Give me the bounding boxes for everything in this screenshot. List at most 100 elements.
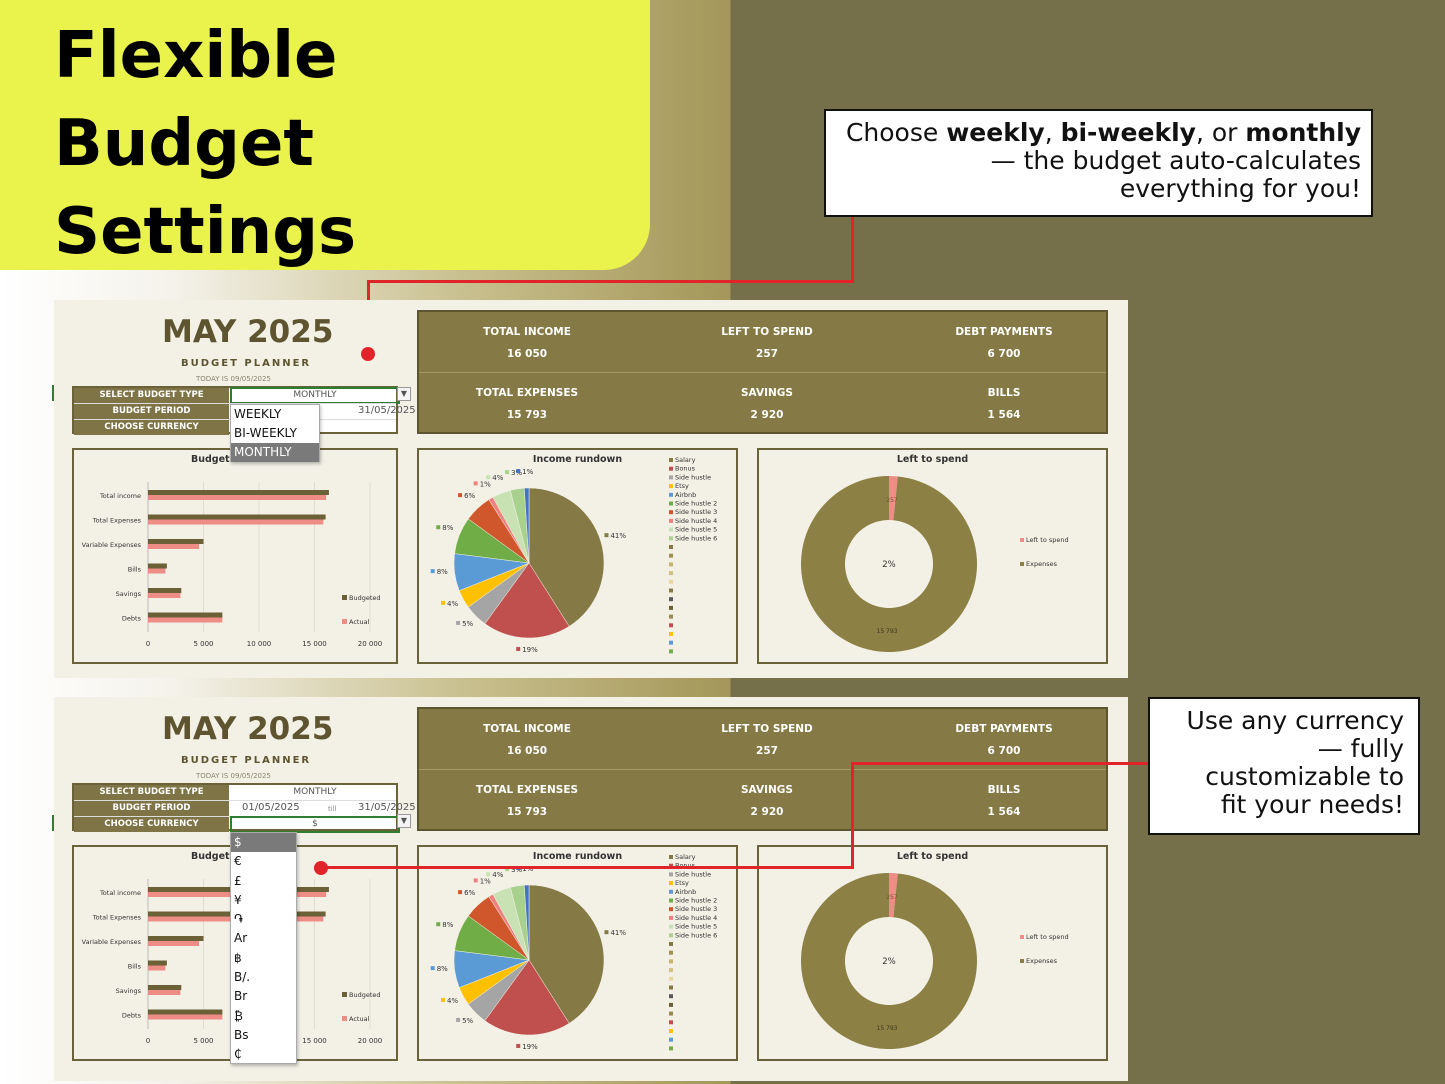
legend-swatch xyxy=(342,992,347,997)
donut-chart-title: Left to spend xyxy=(896,851,969,862)
legend-label: Side hustle 5 xyxy=(675,526,717,534)
legend-swatch xyxy=(669,475,673,480)
currency-dropdown-button[interactable]: ▼ xyxy=(397,814,411,828)
pie-slice xyxy=(524,487,530,564)
currency-dropdown-list[interactable]: $ € £ ¥ ֏ Ar ฿ B/. Br ₿ Bs ₵ xyxy=(230,832,297,1064)
budget-type-cell[interactable]: MONTHLY xyxy=(293,787,337,797)
legend-label: Side hustle 4 xyxy=(675,517,717,525)
bar-budgeted xyxy=(148,985,182,990)
left-to-spend-chart-panel: Left to spend 2% 257 15 793 Left to spend Ex… xyxy=(757,448,1108,664)
budget-type-dropdown-button[interactable]: ▼ xyxy=(397,387,411,401)
period-end-cell[interactable]: 31/05/2025 xyxy=(358,405,416,416)
donut-value-label: 257 xyxy=(886,497,898,504)
connector-line xyxy=(1120,762,1148,765)
legend-swatch xyxy=(669,1011,673,1016)
currency-option[interactable]: $ xyxy=(231,833,296,853)
donut-segment xyxy=(889,476,898,521)
pie-slice-label: 19% xyxy=(522,1043,538,1051)
x-tick-label: 10 000 xyxy=(247,640,272,648)
legend-swatch xyxy=(1020,562,1024,566)
legend-swatch xyxy=(669,510,673,515)
legend-swatch xyxy=(669,976,673,981)
category-label: Bills xyxy=(128,963,142,971)
bar-budgeted xyxy=(148,612,223,618)
currency-option[interactable]: £ xyxy=(234,873,242,888)
left-to-spend-chart-panel: Left to spend 2% 257 15 793 Left to spend Ex… xyxy=(757,845,1108,1061)
pie-slice-label: 8% xyxy=(437,965,448,973)
stat-savings: SAVINGS 2 920 xyxy=(741,784,793,818)
callout-budget-period: Choose weekly, bi-weekly, or monthly — t… xyxy=(824,109,1373,217)
pie-slice xyxy=(528,487,605,627)
category-label: Debts xyxy=(122,615,142,623)
donut-segment xyxy=(801,476,977,652)
pie-label-marker xyxy=(430,966,435,971)
connector-line xyxy=(322,866,854,869)
stat-total-expenses: TOTAL EXPENSES 15 793 xyxy=(475,387,579,421)
bar-chart-title: Budget o xyxy=(191,454,240,465)
bar-budgeted xyxy=(148,588,182,593)
donut-value-label: 15 793 xyxy=(877,1025,898,1032)
dropdown-option-bi-weekly[interactable]: BI-WEEKLY xyxy=(234,426,297,440)
pie-slice-label: 3% xyxy=(511,866,522,874)
legend-label: Left to spend xyxy=(1026,933,1069,941)
budget-type-cell[interactable]: MONTHLY xyxy=(230,387,400,404)
bar-budgeted xyxy=(148,1009,223,1015)
legend-swatch xyxy=(669,553,673,558)
category-label: Total Expenses xyxy=(92,914,142,922)
pie-label-marker xyxy=(430,569,435,574)
legend-swatch xyxy=(669,898,673,903)
donut-segment xyxy=(889,873,898,918)
currency-option[interactable]: ₿ xyxy=(234,1008,243,1023)
currency-cell[interactable]: $ xyxy=(230,816,400,833)
pie-slice-label: 41% xyxy=(610,532,626,540)
stat-bills: BILLS 1 564 xyxy=(987,387,1021,421)
donut-value-label: 257 xyxy=(886,894,898,901)
currency-option[interactable]: ¥ xyxy=(234,892,242,907)
legend-swatch xyxy=(669,640,673,645)
pie-label-marker xyxy=(473,481,478,486)
pie-slice-label: 8% xyxy=(437,568,448,576)
legend-swatch xyxy=(1020,538,1024,542)
legend-swatch xyxy=(669,1020,673,1025)
legend-label: Actual xyxy=(349,618,370,626)
legend-label: Side hustle xyxy=(675,473,711,481)
bar-actual xyxy=(148,593,181,598)
pie-slice-label: 4% xyxy=(492,871,503,879)
currency-option[interactable]: ₵ xyxy=(234,1047,242,1062)
period-end-cell[interactable]: 31/05/2025 xyxy=(358,802,416,813)
dropdown-option-monthly[interactable]: MONTHLY xyxy=(231,443,319,462)
bar-budgeted xyxy=(148,490,329,495)
currency-option[interactable]: B/. xyxy=(234,970,251,985)
currency-option[interactable]: ֏ xyxy=(234,912,243,927)
legend-swatch xyxy=(1020,959,1024,963)
currency-option[interactable]: Br xyxy=(234,989,248,1004)
pie-slice-label: 1% xyxy=(522,865,533,873)
legend-label: Airbnb xyxy=(675,888,696,896)
period-start-cell[interactable]: 01/05/2025 xyxy=(242,802,300,813)
stat-debt-payments: DEBT PAYMENTS 6 700 xyxy=(955,723,1053,757)
connector-line xyxy=(851,217,854,282)
budget-type-dropdown-list[interactable]: WEEKLY BI-WEEKLY MONTHLY xyxy=(230,404,320,462)
hero-title: Flexible Budget Settings xyxy=(54,12,356,276)
category-label: Variable Expenses xyxy=(82,541,142,549)
select-budget-type-label: SELECT BUDGET TYPE xyxy=(74,785,229,800)
legend-label: Salary xyxy=(675,853,696,861)
legend-swatch xyxy=(669,458,673,462)
bar-actual xyxy=(148,965,166,971)
x-tick-label: 15 000 xyxy=(302,640,327,648)
currency-option[interactable]: Ar xyxy=(234,931,248,946)
currency-option[interactable]: Bs xyxy=(234,1027,249,1042)
legend-swatch xyxy=(669,605,673,610)
currency-option[interactable]: ฿ xyxy=(234,950,242,965)
bar-budgeted xyxy=(148,514,326,520)
budget-bar-chart: 0 5 000 10 000 15 000 20 000 Total income Tota… xyxy=(82,482,382,648)
legend-swatch xyxy=(342,1016,347,1021)
category-label: Savings xyxy=(116,590,142,598)
pie-label-marker xyxy=(436,922,441,927)
legend-label: Side hustle 5 xyxy=(675,923,717,931)
legend-swatch xyxy=(669,1029,673,1033)
x-tick-label: 20 000 xyxy=(358,1037,383,1045)
currency-option[interactable]: € xyxy=(234,854,242,869)
dropdown-option-weekly[interactable]: WEEKLY xyxy=(234,407,282,421)
legend-label: Etsy xyxy=(675,482,689,490)
